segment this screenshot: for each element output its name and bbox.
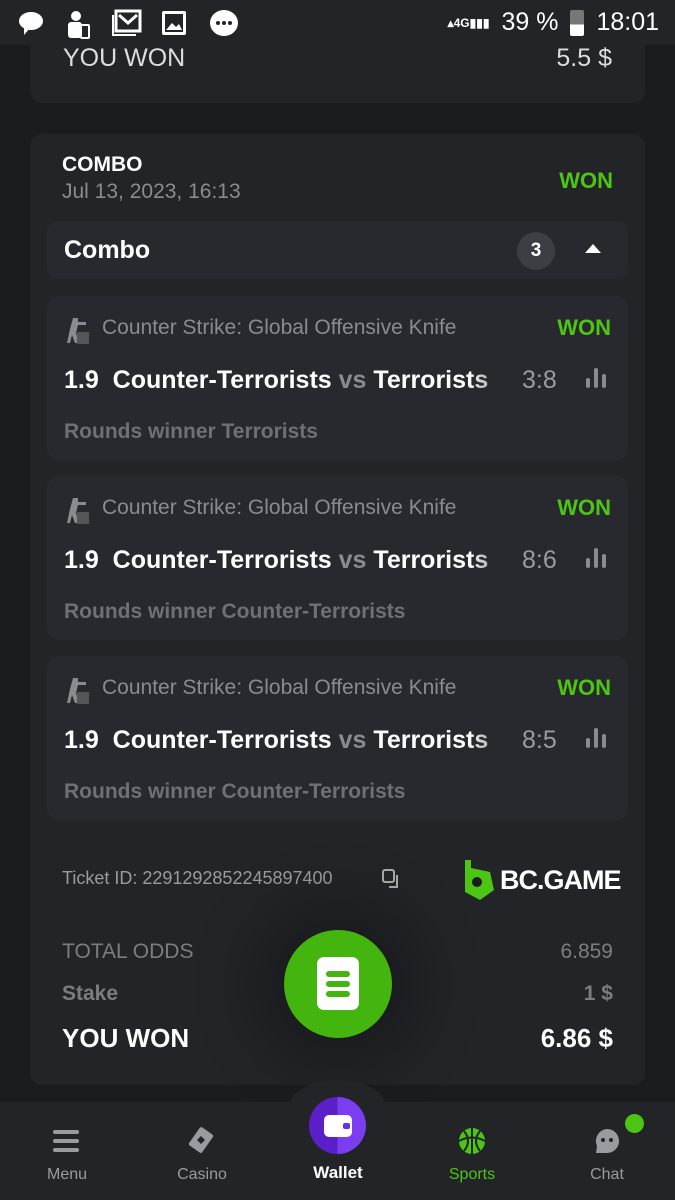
nav-menu[interactable]: Menu <box>17 1126 117 1184</box>
nav-chat[interactable]: Chat <box>557 1126 657 1184</box>
nav-sports-label: Sports <box>448 1166 496 1183</box>
leg-card[interactable]: Counter Strike: Global Offensive Knife W… <box>47 656 628 820</box>
ticket-date: Jul 13, 2023, 16:13 <box>62 180 241 203</box>
counter-strike-icon <box>67 676 89 704</box>
brand-name: BC.GAME <box>500 865 621 895</box>
hamburger-icon <box>17 1126 117 1156</box>
match-score: 3:8 <box>522 366 557 394</box>
nav-chat-label: Chat <box>590 1166 624 1183</box>
contact-icon <box>64 9 94 39</box>
chat-ghost-icon <box>557 1126 657 1156</box>
chat-notification-dot <box>625 1114 644 1133</box>
nav-wallet[interactable]: Wallet <box>288 1163 388 1183</box>
you-won-value: 5.5 $ <box>556 44 612 72</box>
leg-status: WON <box>557 675 611 700</box>
you-won-label: YOU WON <box>63 44 186 72</box>
leg-card[interactable]: Counter Strike: Global Offensive Knife W… <box>47 476 628 640</box>
total-odds-label: TOTAL ODDS <box>62 940 194 963</box>
match-line: 1.9 Counter-Terrorists vs Terrorists <box>64 726 524 755</box>
home-team: Counter-Terrorists <box>112 366 332 394</box>
bet-market: Rounds winner Counter-Terrorists <box>64 600 406 623</box>
bet-market: Rounds winner Counter-Terrorists <box>64 780 406 803</box>
cards-icon <box>152 1126 252 1156</box>
match-score: 8:6 <box>522 546 557 574</box>
counter-strike-icon <box>67 316 89 344</box>
network-type: 4G <box>453 15 470 30</box>
leg-odds: 1.9 <box>64 366 99 394</box>
leg-status: WON <box>557 495 611 520</box>
battery-percent: 39 % <box>501 8 559 36</box>
match-line: 1.9 Counter-Terrorists vs Terrorists <box>64 546 524 575</box>
gallery-icon <box>160 9 190 37</box>
battery-icon <box>570 9 585 36</box>
gmail-icon <box>112 9 142 37</box>
leg-odds: 1.9 <box>64 726 99 754</box>
betslip-button[interactable] <box>284 930 392 1038</box>
leg-count-badge: 3 <box>517 232 555 270</box>
chat-bubbles-icon <box>16 9 46 37</box>
message-icon <box>208 9 238 37</box>
nav-casino[interactable]: Casino <box>152 1126 252 1184</box>
league-name: Counter Strike: Global Offensive Knife <box>102 676 457 699</box>
ticket-status: WON <box>559 168 613 193</box>
vs-label: vs <box>338 546 367 574</box>
total-odds-value: 6.859 <box>560 940 613 963</box>
away-team: Terrorists <box>373 366 489 394</box>
ticket-type: COMBO <box>62 153 143 176</box>
vs-label: vs <box>338 726 367 754</box>
combo-label: Combo <box>64 236 151 264</box>
signal-4g-icon: ▴4G▮▮▮ <box>447 15 490 30</box>
leg-status: WON <box>557 315 611 340</box>
nav-casino-label: Casino <box>177 1166 227 1183</box>
stats-icon[interactable] <box>586 368 606 388</box>
basketball-icon <box>422 1126 522 1156</box>
clock: 18:01 <box>596 8 659 36</box>
stats-icon[interactable] <box>586 728 606 748</box>
home-team: Counter-Terrorists <box>112 726 332 754</box>
stake-label: Stake <box>62 982 119 1005</box>
combo-toggle[interactable]: Combo 3 <box>47 221 628 279</box>
nav-wallet-label: Wallet <box>313 1163 363 1182</box>
copy-icon[interactable] <box>381 868 403 890</box>
counter-strike-icon <box>67 496 89 524</box>
you-won-value: 6.86 $ <box>540 1023 613 1053</box>
stake-value: 1 $ <box>583 982 613 1005</box>
match-line: 1.9 Counter-Terrorists vs Terrorists <box>64 366 524 395</box>
away-team: Terrorists <box>373 546 489 574</box>
away-team: Terrorists <box>373 726 489 754</box>
home-team: Counter-Terrorists <box>112 546 332 574</box>
nav-menu-label: Menu <box>46 1166 88 1183</box>
leg-odds: 1.9 <box>64 546 99 574</box>
status-bar: ▴4G▮▮▮ 39 % 18:01 <box>0 0 675 45</box>
leg-card[interactable]: Counter Strike: Global Offensive Knife W… <box>47 296 628 460</box>
league-name: Counter Strike: Global Offensive Knife <box>102 316 457 339</box>
nav-sports[interactable]: Sports <box>422 1126 522 1184</box>
collapse-caret-icon[interactable] <box>585 244 601 253</box>
league-name: Counter Strike: Global Offensive Knife <box>102 496 457 519</box>
bc-game-logo-icon <box>462 860 496 900</box>
ticket-id: Ticket ID: 2291292852245897400 <box>62 868 333 888</box>
vs-label: vs <box>338 366 367 394</box>
match-score: 8:5 <box>522 726 557 754</box>
betslip-icon <box>317 957 359 1010</box>
you-won-label: YOU WON <box>62 1023 190 1053</box>
bet-market: Rounds winner Terrorists <box>64 420 318 443</box>
stats-icon[interactable] <box>586 548 606 568</box>
wallet-icon[interactable] <box>309 1097 366 1154</box>
